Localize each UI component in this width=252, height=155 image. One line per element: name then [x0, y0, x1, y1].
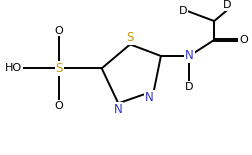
Text: HO: HO	[5, 63, 22, 73]
Text: S: S	[127, 31, 134, 44]
Text: O: O	[55, 26, 64, 36]
Text: N: N	[145, 91, 154, 104]
Text: O: O	[55, 101, 64, 111]
Text: O: O	[239, 35, 248, 45]
Text: N: N	[114, 103, 123, 116]
Text: N: N	[185, 49, 194, 62]
Text: S: S	[55, 62, 63, 75]
Text: D: D	[178, 6, 187, 16]
Text: D: D	[185, 82, 194, 92]
Text: D: D	[223, 0, 231, 10]
